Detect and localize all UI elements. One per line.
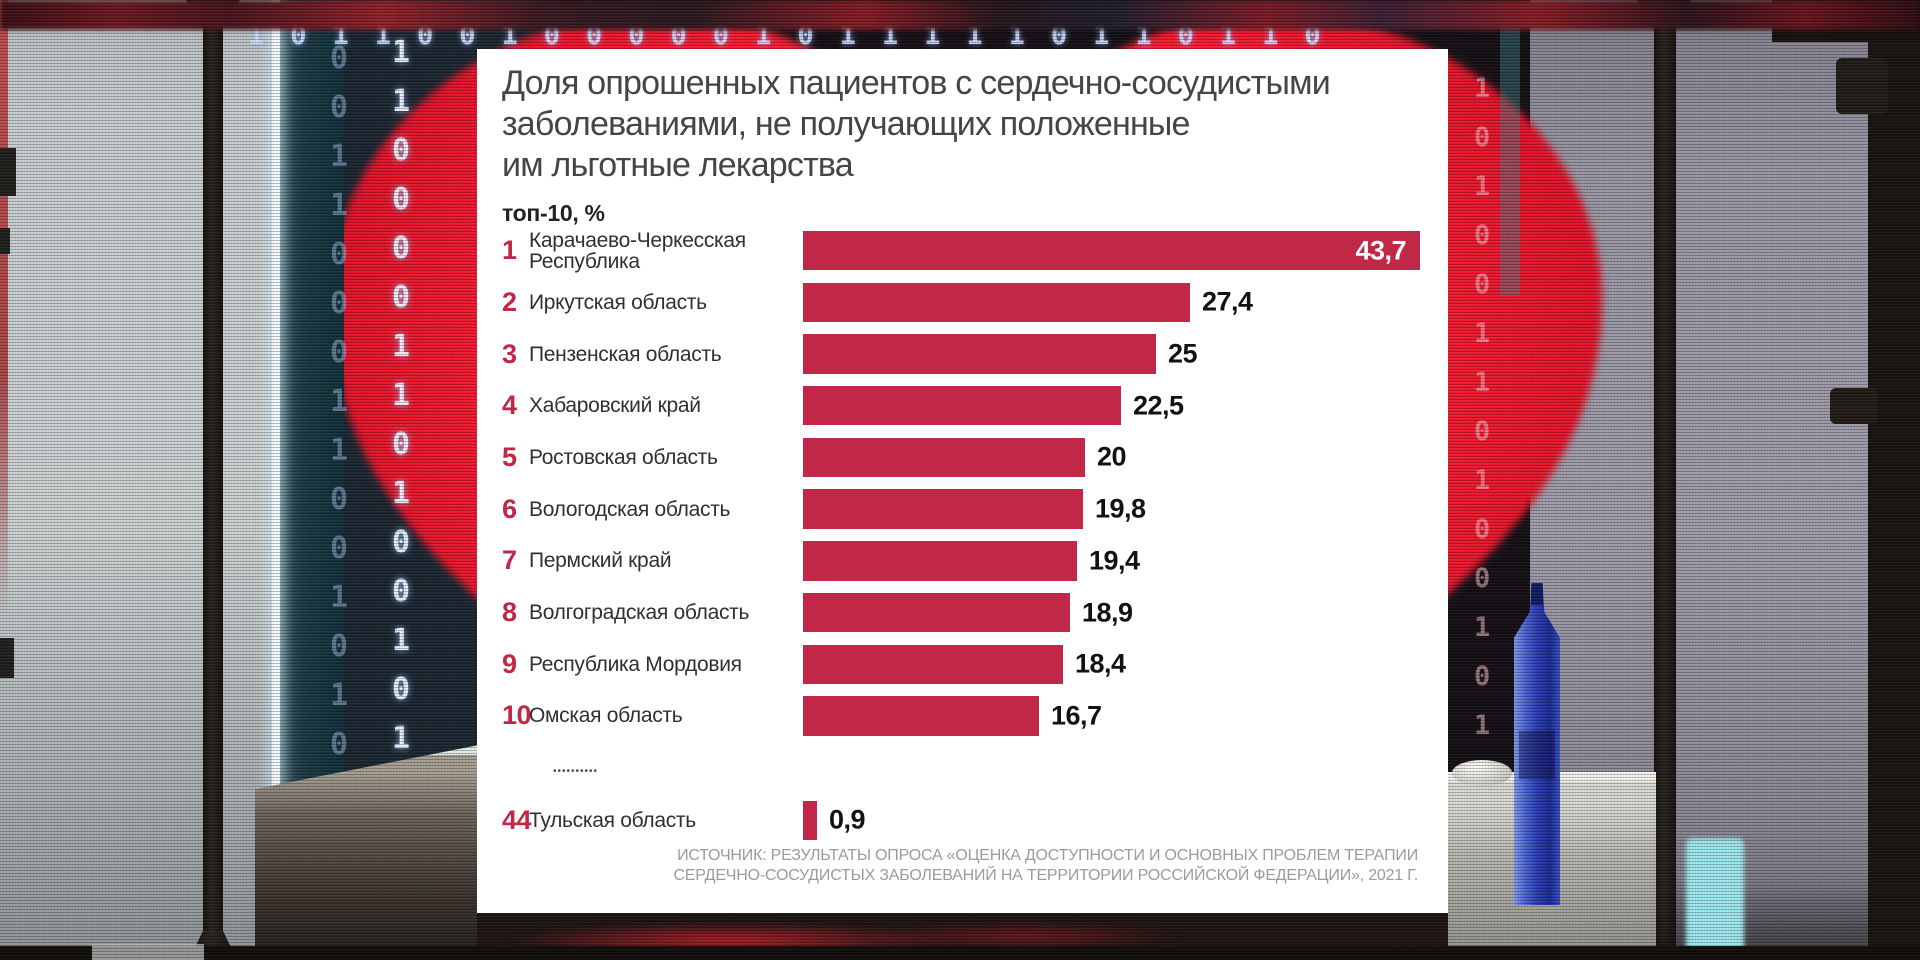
bar-rows: 1 Карачаево-Черкесская Республика 43,7 2 Ирк… bbox=[502, 228, 1423, 852]
table-row: 44 Тульская область 0,9 bbox=[502, 800, 1423, 840]
region-label: Республика Мордовия bbox=[529, 652, 742, 676]
region-label: Пензенская область bbox=[529, 342, 722, 366]
bar-track: 22,5 bbox=[803, 386, 1423, 426]
region-label: Ростовская область bbox=[529, 445, 718, 469]
truncation-dots: •••••••••• bbox=[553, 765, 599, 777]
value-bar bbox=[803, 334, 1156, 374]
value-label: 19,8 bbox=[1095, 493, 1146, 524]
red-edge-strip bbox=[0, 0, 8, 620]
white-bowl bbox=[1452, 760, 1512, 786]
value-bar bbox=[803, 800, 817, 840]
bar-track: 18,9 bbox=[803, 592, 1423, 633]
region-label: Волгоградская область bbox=[529, 601, 750, 624]
region-label: Карачаево-Черкесская Республика bbox=[529, 228, 746, 273]
rank-label: 10 bbox=[502, 700, 532, 731]
table-row: 5 Ростовская область 20 bbox=[502, 437, 1423, 478]
value-bar: 43,7 bbox=[803, 231, 1420, 271]
value-label: 22,5 bbox=[1133, 390, 1184, 421]
value-label: 18,9 bbox=[1082, 597, 1133, 627]
table-row: 7 Пермский край 19,4 bbox=[502, 541, 1423, 581]
table-row: 10 Омская область 16,7 bbox=[502, 696, 1423, 736]
floor-strip bbox=[0, 946, 1920, 960]
value-bar bbox=[803, 386, 1121, 426]
light-strip bbox=[272, 0, 280, 960]
rank-label: 2 bbox=[502, 286, 517, 317]
region-label: Вологодская область bbox=[529, 497, 731, 521]
rank-label: 6 bbox=[502, 493, 517, 524]
cyan-light bbox=[1686, 838, 1744, 960]
rank-label: 3 bbox=[502, 338, 517, 369]
table-row: 9 Республика Мордовия 18,4 bbox=[502, 644, 1423, 684]
bar-track: 16,7 bbox=[803, 696, 1423, 736]
table-row: 6 Вологодская область 19,8 bbox=[502, 489, 1423, 529]
value-bar bbox=[803, 489, 1083, 529]
screen-artifact bbox=[0, 228, 10, 254]
bar-track: 43,7 bbox=[803, 231, 1423, 271]
region-label: Иркутская область bbox=[529, 290, 707, 314]
value-bar bbox=[803, 541, 1077, 581]
rank-label: 5 bbox=[502, 441, 517, 472]
value-label: 25 bbox=[1168, 338, 1198, 369]
value-label: 18,4 bbox=[1075, 648, 1126, 679]
table-row: 8 Волгоградская область 18,9 bbox=[502, 592, 1423, 633]
infographic-panel: Доля опрошенных пациентов с сердечно-сос… bbox=[477, 49, 1448, 913]
bar-track: 18,4 bbox=[803, 644, 1423, 684]
bar-track: 19,4 bbox=[803, 541, 1423, 581]
value-bar bbox=[803, 282, 1190, 323]
value-label: 0,9 bbox=[829, 804, 866, 835]
rank-label: 44 bbox=[502, 804, 532, 835]
rank-label: 9 bbox=[502, 648, 517, 679]
region-label: Омская область bbox=[529, 704, 683, 728]
bar-track: 25 bbox=[803, 334, 1423, 374]
floor-highlight bbox=[92, 944, 204, 960]
stage-lights-band bbox=[0, 0, 1920, 30]
screen-artifact bbox=[0, 148, 16, 196]
page-title: Доля опрошенных пациентов с сердечно-сос… bbox=[502, 64, 1331, 184]
bar-track: 19,8 bbox=[803, 489, 1423, 529]
teal-column-right bbox=[1500, 26, 1520, 296]
value-bar bbox=[803, 696, 1039, 736]
table-row: 2 Иркутская область 27,4 bbox=[502, 282, 1423, 323]
value-label: 16,7 bbox=[1051, 700, 1102, 731]
chart-subtitle: топ-10, % bbox=[502, 200, 605, 226]
bar-track: 0,9 bbox=[803, 800, 1423, 840]
value-label: 19,4 bbox=[1089, 545, 1140, 576]
value-bar bbox=[803, 437, 1085, 478]
value-label: 27,4 bbox=[1202, 286, 1253, 317]
mount-bracket bbox=[1836, 58, 1888, 114]
rank-label: 7 bbox=[502, 545, 517, 576]
stand-pole-left bbox=[203, 0, 223, 960]
frame-right bbox=[1868, 0, 1920, 960]
value-bar bbox=[803, 644, 1063, 684]
screen-artifact bbox=[0, 638, 14, 678]
table-row: 4 Хабаровский край 22,5 bbox=[502, 386, 1423, 426]
rank-label: 4 bbox=[502, 390, 517, 421]
led-screen-left bbox=[0, 0, 272, 960]
stand-pole-right bbox=[1654, 0, 1676, 960]
value-label: 20 bbox=[1097, 441, 1127, 472]
bar-track: 27,4 bbox=[803, 282, 1423, 323]
region-label: Хабаровский край bbox=[529, 394, 701, 418]
rank-label: 1 bbox=[502, 235, 517, 266]
water-bottle bbox=[1514, 583, 1560, 905]
bar-track: 20 bbox=[803, 437, 1423, 478]
table-row: 1 Карачаево-Черкесская Республика 43,7 bbox=[502, 228, 1423, 273]
region-label: Тульская область bbox=[529, 808, 696, 832]
rank-label: 8 bbox=[502, 597, 517, 627]
mount-bracket bbox=[1830, 388, 1878, 424]
value-bar bbox=[803, 592, 1070, 633]
source-note: ИСТОЧНИК: РЕЗУЛЬТАТЫ ОПРОСА «ОЦЕНКА ДОСТ… bbox=[673, 847, 1418, 884]
region-label: Пермский край bbox=[529, 549, 672, 573]
table-row: 3 Пензенская область 25 bbox=[502, 334, 1423, 374]
value-label: 43,7 bbox=[1355, 235, 1406, 266]
